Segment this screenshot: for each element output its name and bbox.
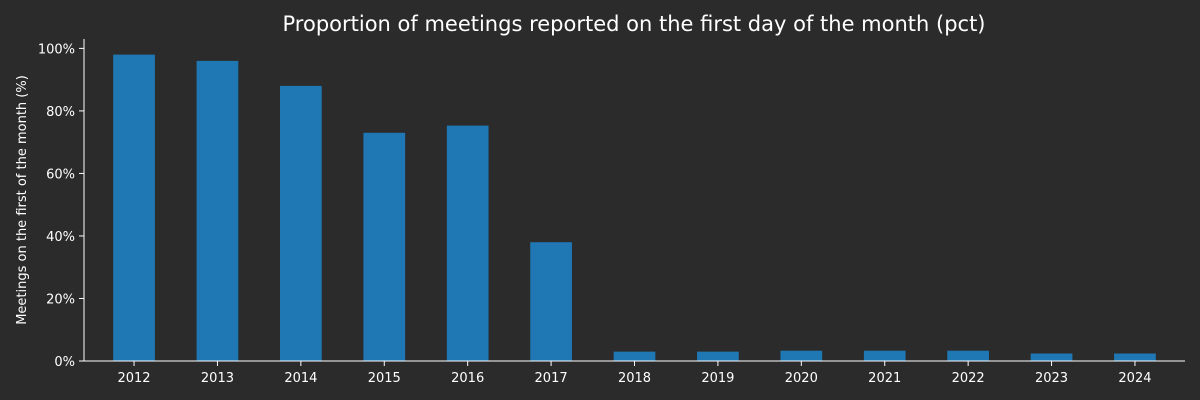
bar-2023 xyxy=(1030,353,1073,361)
x-tick-label: 2016 xyxy=(451,371,484,386)
x-tick-label: 2021 xyxy=(868,371,901,386)
x-tick-label: 2018 xyxy=(618,371,651,386)
y-axis-label: Meetings on the first of the month (%) xyxy=(15,75,30,325)
x-tick-label: 2020 xyxy=(785,371,818,386)
y-tick-label: 20% xyxy=(46,292,75,307)
x-tick-label: 2015 xyxy=(368,371,401,386)
x-tick-label: 2019 xyxy=(701,371,734,386)
x-tick-label: 2012 xyxy=(117,371,150,386)
x-axis-ticks: 2012 2013 2014 2015 2016 2017 2018 2019 2020 2021… xyxy=(117,361,1152,386)
bar-2015 xyxy=(363,132,406,361)
bar-2014 xyxy=(280,85,322,362)
y-tick-label: 60% xyxy=(46,167,75,182)
bar-2024 xyxy=(1114,353,1156,361)
bars xyxy=(113,54,1156,362)
x-tick-label: 2022 xyxy=(952,371,985,386)
x-tick-label: 2024 xyxy=(1118,371,1151,386)
bar-2018 xyxy=(613,351,656,361)
bar-2022 xyxy=(947,350,989,361)
y-tick-label: 80% xyxy=(46,105,75,120)
bar-2020 xyxy=(780,350,823,361)
y-tick-label: 40% xyxy=(46,230,75,245)
x-tick-label: 2023 xyxy=(1035,371,1068,386)
bar-2019 xyxy=(697,351,739,361)
bar-2013 xyxy=(196,60,239,362)
y-axis-ticks: 0% 20% 40% 60% 80% 100% xyxy=(38,42,84,370)
x-tick-label: 2017 xyxy=(535,371,568,386)
y-tick-label: 0% xyxy=(54,355,75,370)
bar-2016 xyxy=(446,125,489,361)
x-tick-label: 2014 xyxy=(284,371,317,386)
y-tick-label: 100% xyxy=(38,42,75,57)
bar-2012 xyxy=(113,54,155,361)
x-tick-label: 2013 xyxy=(201,371,234,386)
chart-title: Proportion of meetings reported on the f… xyxy=(283,12,986,36)
bar-2021 xyxy=(863,350,906,361)
bar-2017 xyxy=(530,242,572,361)
